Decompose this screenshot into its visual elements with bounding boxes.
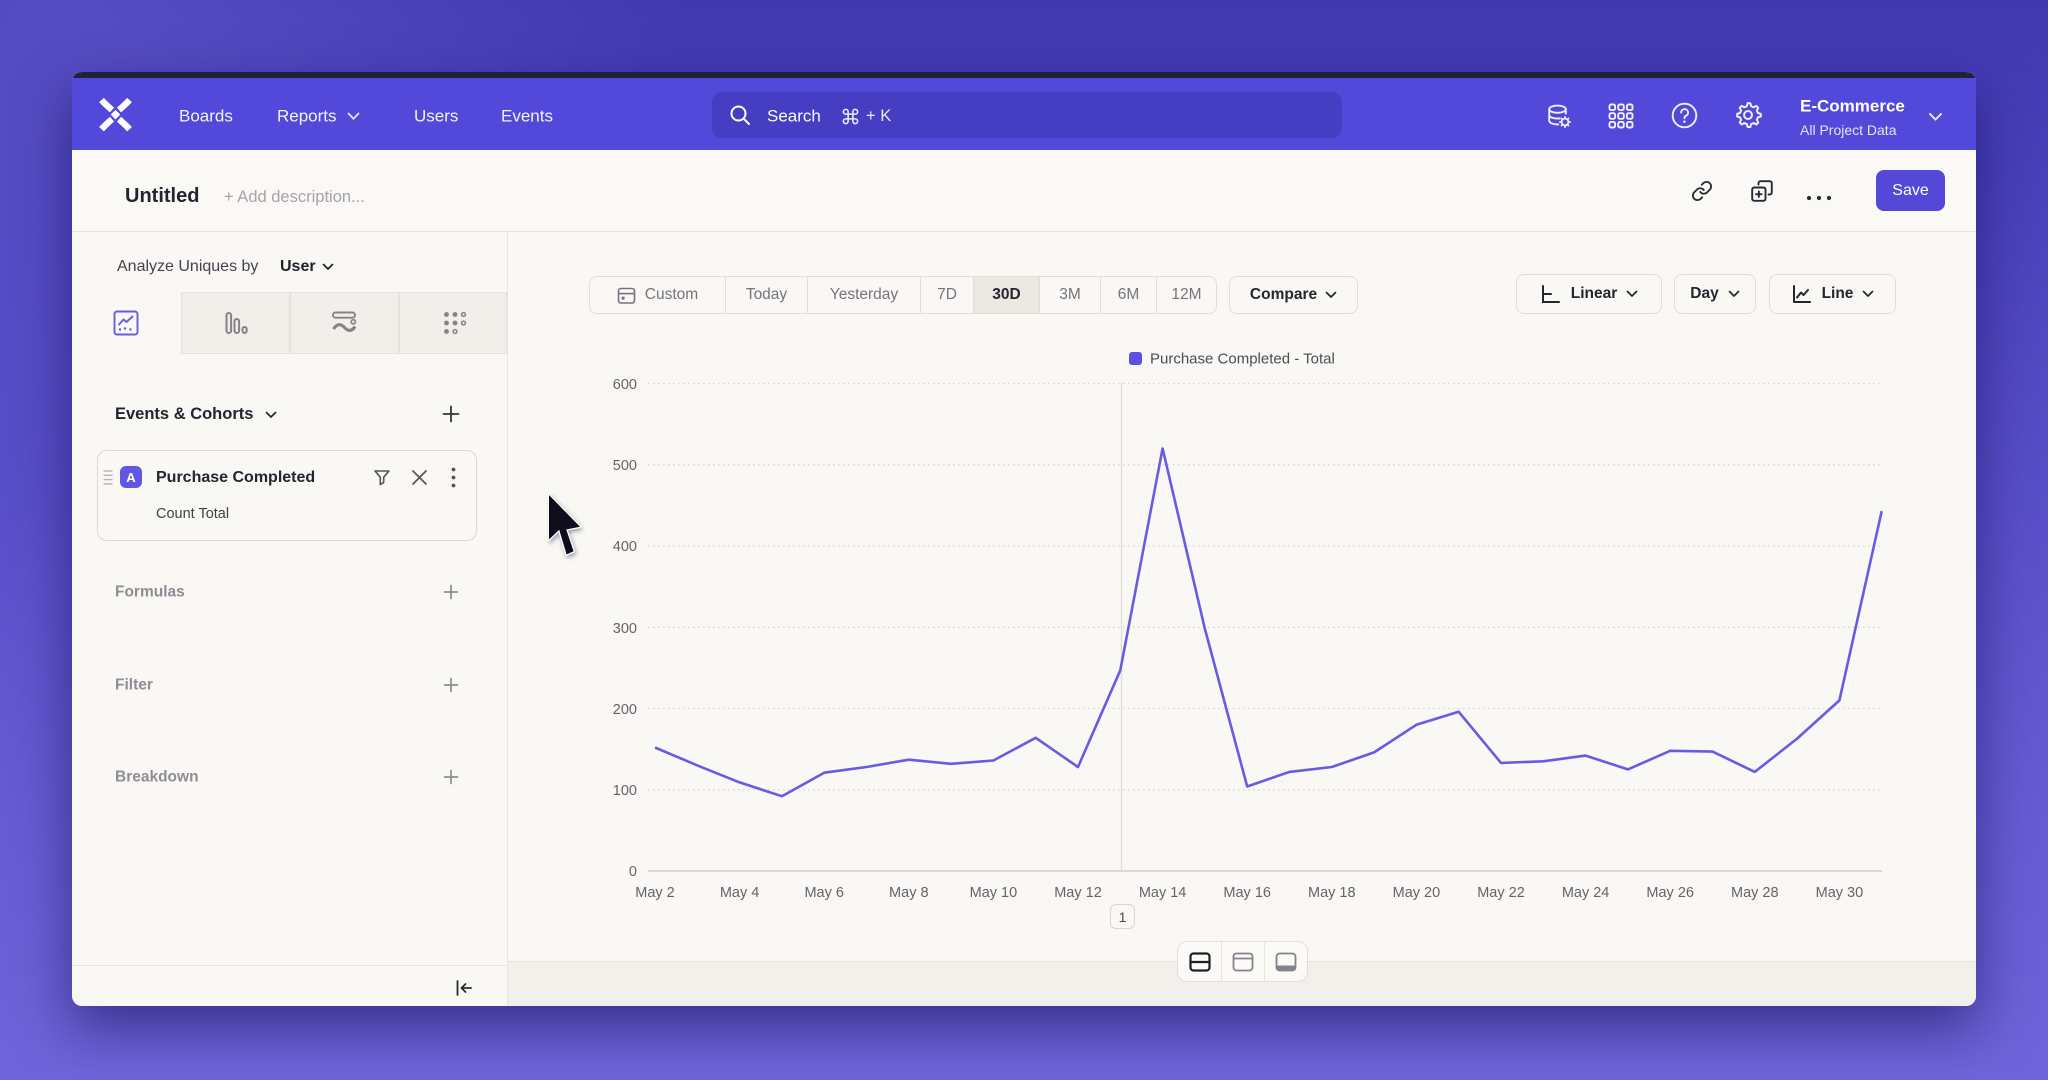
svg-text:May 30: May 30 (1816, 885, 1864, 901)
svg-text:May 12: May 12 (1054, 885, 1102, 901)
svg-text:May 4: May 4 (720, 885, 760, 901)
svg-text:May 6: May 6 (804, 885, 844, 901)
svg-text:200: 200 (613, 702, 637, 718)
svg-text:400: 400 (613, 539, 637, 555)
svg-text:May 8: May 8 (889, 885, 929, 901)
svg-text:May 14: May 14 (1139, 885, 1187, 901)
svg-text:500: 500 (613, 458, 637, 474)
svg-text:May 24: May 24 (1562, 885, 1610, 901)
svg-text:May 2: May 2 (635, 885, 675, 901)
svg-text:May 10: May 10 (970, 885, 1018, 901)
svg-text:300: 300 (613, 621, 637, 637)
svg-text:May 26: May 26 (1646, 885, 1694, 901)
svg-text:May 28: May 28 (1731, 885, 1779, 901)
svg-text:May 20: May 20 (1393, 885, 1441, 901)
svg-text:May 22: May 22 (1477, 885, 1525, 901)
svg-text:0: 0 (629, 864, 637, 880)
svg-text:600: 600 (613, 377, 637, 393)
svg-text:100: 100 (613, 783, 637, 799)
svg-text:May 16: May 16 (1223, 885, 1271, 901)
svg-text:May 18: May 18 (1308, 885, 1356, 901)
